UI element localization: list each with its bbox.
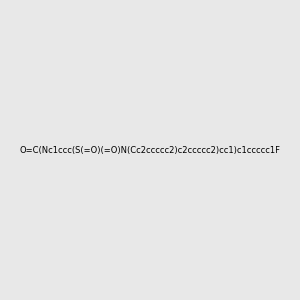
Text: O=C(Nc1ccc(S(=O)(=O)N(Cc2ccccc2)c2ccccc2)cc1)c1ccccc1F: O=C(Nc1ccc(S(=O)(=O)N(Cc2ccccc2)c2ccccc2… [20, 146, 281, 154]
